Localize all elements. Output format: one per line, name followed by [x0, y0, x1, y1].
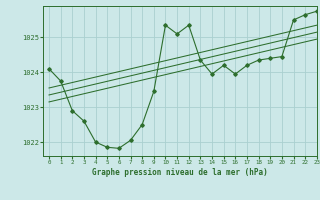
X-axis label: Graphe pression niveau de la mer (hPa): Graphe pression niveau de la mer (hPa)	[92, 168, 268, 177]
